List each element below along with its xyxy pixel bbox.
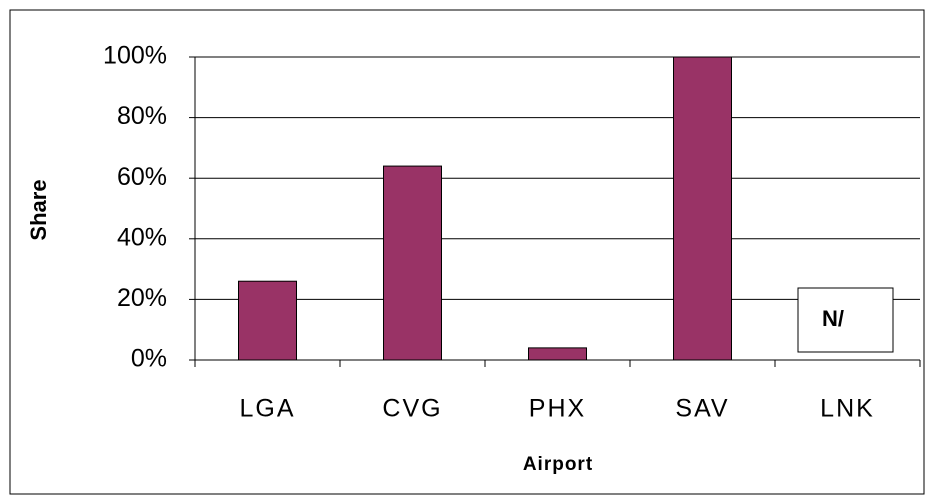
- y-tick-label: 0%: [131, 345, 167, 373]
- y-tick-label: 80%: [117, 102, 167, 130]
- y-axis-label: Share: [26, 179, 51, 240]
- x-tick-label: LNK: [820, 395, 875, 423]
- x-tick-label: LGA: [239, 395, 295, 423]
- annotation-box: [797, 287, 894, 353]
- bar: [383, 165, 442, 361]
- x-tick-label: PHX: [529, 395, 586, 423]
- y-tick-label: 20%: [117, 284, 167, 312]
- x-axis-label: Airport: [523, 454, 593, 475]
- y-tick-label: 60%: [117, 163, 167, 191]
- bar: [528, 347, 587, 361]
- bar: [238, 280, 297, 361]
- chart-frame: [9, 9, 925, 495]
- y-tick-label: 100%: [103, 42, 167, 70]
- annotation: N/: [822, 306, 844, 331]
- x-tick-label: SAV: [675, 395, 729, 423]
- x-tick-label: CVG: [382, 395, 442, 423]
- bar: [673, 56, 732, 361]
- y-tick-label: 40%: [117, 223, 167, 251]
